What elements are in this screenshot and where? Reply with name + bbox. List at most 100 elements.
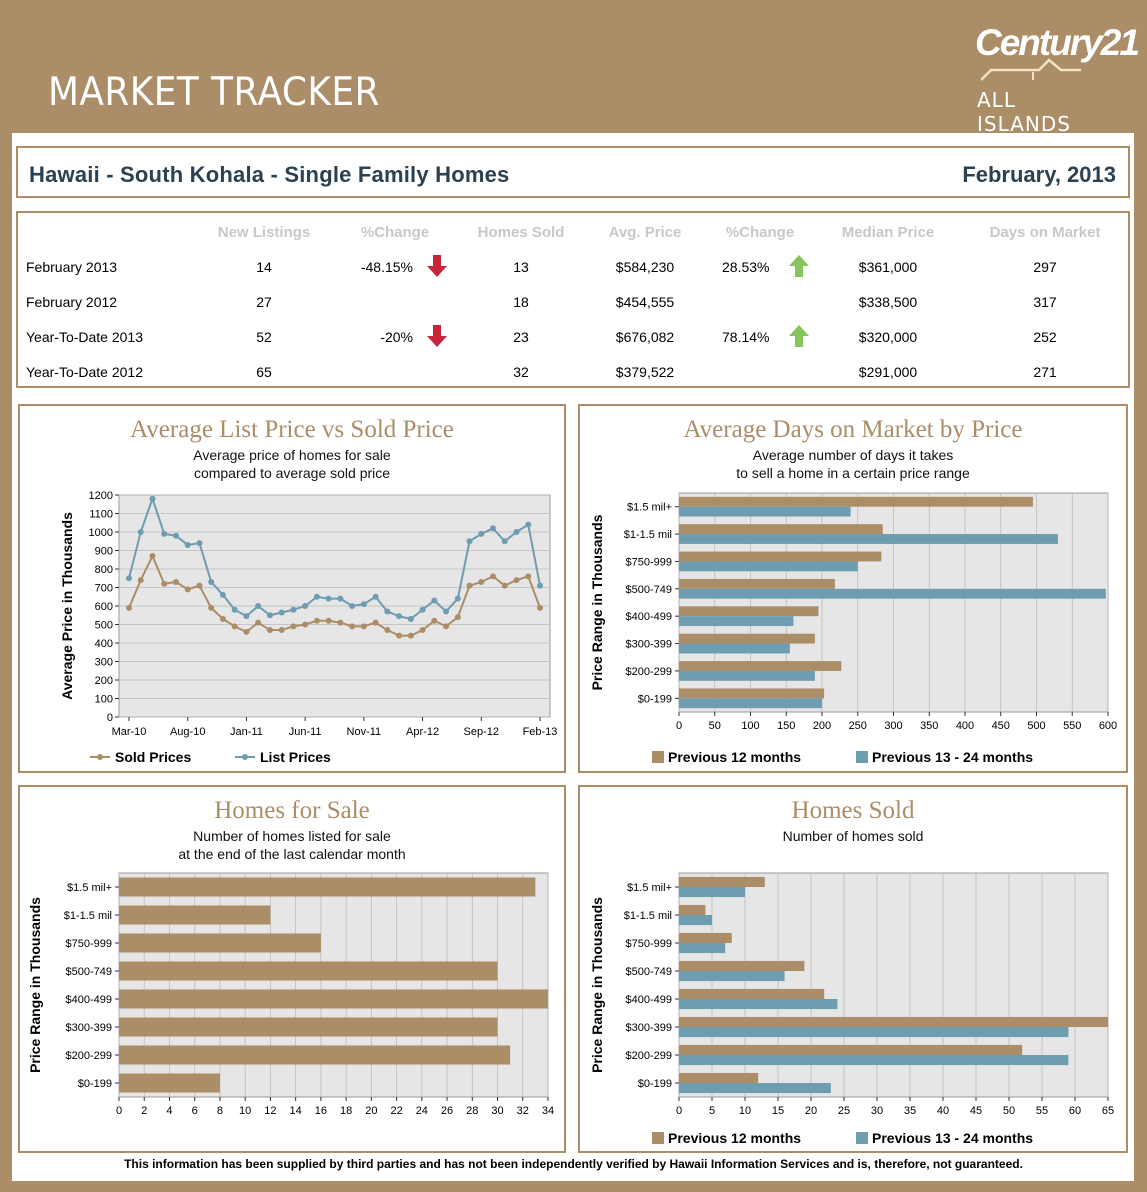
y-tick-label: $750-999 [626,556,673,568]
legend-label: Previous 12 months [668,1130,801,1146]
chart-homes-for-sale: Homes for Sale Number of homes listed fo… [18,785,566,1153]
data-point [302,603,309,609]
y-tick-label: $1-1.5 mil [64,910,112,922]
x-tick-label: Jan-11 [230,726,263,738]
bar [679,606,819,617]
bar [679,904,706,915]
data-point [490,573,497,580]
stats-header: Avg. Price [608,224,682,241]
median-price-cell: $361,000 [858,259,918,275]
x-tick-label: 25 [838,1105,850,1117]
chart-subtitle-1: Average price of homes for sale [193,447,391,463]
days-on-market-cell: 297 [1033,259,1057,275]
y-axis-label: Price Range in Thousands [27,897,43,1073]
pct-change-cell: -48.15% [360,259,413,275]
report-period: February, 2013 [962,162,1116,187]
data-point [337,619,344,626]
legend-swatch [652,1132,664,1144]
chart-title: Average Days on Market by Price [683,416,1023,443]
data-point [161,530,168,537]
stats-header: New Listings [217,224,311,241]
bar [679,688,825,699]
x-tick-label: 20 [805,1105,817,1117]
chart-title: Average List Price vs Sold Price [130,416,454,443]
data-point [443,623,450,630]
x-tick-label: Feb-13 [523,726,558,738]
y-tick-label: $500-749 [626,584,673,596]
data-point [290,623,297,630]
bar [679,1027,1069,1038]
y-tick-label: $400-499 [626,994,673,1006]
x-tick-label: Nov-11 [347,726,382,738]
y-tick-label: $200-299 [626,666,673,678]
data-point [407,632,414,639]
data-point [184,541,191,548]
y-tick-label: $0-199 [638,693,672,705]
data-point [208,604,215,611]
chart-subtitle-1: Number of homes listed for sale [193,828,391,844]
legend-label: Previous 13 - 24 months [872,749,1033,765]
bar [679,1072,759,1083]
avg-price-cell: $584,230 [615,259,675,275]
y-tick-label: $1-1.5 mil [624,910,672,922]
x-tick-label: 14 [290,1105,302,1117]
data-point [126,604,132,611]
legend-swatch [242,754,248,760]
bar [119,877,536,897]
x-tick-label: 350 [920,720,938,732]
x-tick-label: 30 [871,1105,883,1117]
bar [679,988,825,999]
y-tick-label: 500 [95,620,113,632]
bar [679,643,790,654]
x-tick-label: 16 [315,1105,327,1117]
legend-label: Sold Prices [115,749,191,765]
century21-logo: Century21 ALL ISLANDS [975,22,1140,136]
data-point [243,613,250,620]
y-tick-label: 1000 [89,527,113,539]
data-point [313,617,320,624]
data-point [454,595,461,602]
chart-subtitle-2: to sell a home in a certain price range [736,465,970,481]
data-point [278,627,285,634]
data-point [454,614,461,621]
bar [119,905,271,925]
bar-chart: 0 50 100 150 200 250 300 350 400 450 500 550 600 $1.5… [589,492,1117,765]
new-listings-cell: 14 [256,259,272,275]
bar [679,698,822,709]
x-tick-label: 150 [777,720,795,732]
x-tick-label: 0 [116,1105,122,1117]
data-point [349,623,356,630]
data-point [313,593,320,600]
row-label: Year-To-Date 2012 [26,364,144,380]
bar [679,932,732,943]
row-label: February 2013 [26,259,118,275]
bar [679,960,805,971]
x-tick-label: 2 [141,1105,147,1117]
data-point [431,597,438,604]
data-point [419,627,426,634]
data-point [396,632,403,639]
stats-header: Days on Market [989,224,1101,241]
stats-header: Median Price [841,224,935,241]
data-point [255,619,262,626]
data-point [161,580,168,587]
roof-icon [981,58,1081,81]
y-tick-label: 600 [95,601,113,613]
data-point [208,578,215,585]
bar [679,588,1106,599]
x-tick-label: 45 [970,1105,982,1117]
chart-title: Homes for Sale [214,797,370,824]
data-point [419,606,426,613]
legend-swatch [856,1132,868,1144]
x-tick-label: 55 [1036,1105,1048,1117]
x-tick-label: 500 [1027,720,1045,732]
arrow-up-icon [789,255,809,277]
bar [119,1017,498,1037]
x-tick-label: Apr-12 [406,726,439,738]
y-axis-label: Average Price in Thousands [59,512,75,700]
y-tick-label: 1200 [89,490,113,502]
x-tick-label: 28 [466,1105,478,1117]
median-price-cell: $338,500 [858,294,918,310]
bar [679,1055,1069,1066]
data-point [372,619,379,626]
